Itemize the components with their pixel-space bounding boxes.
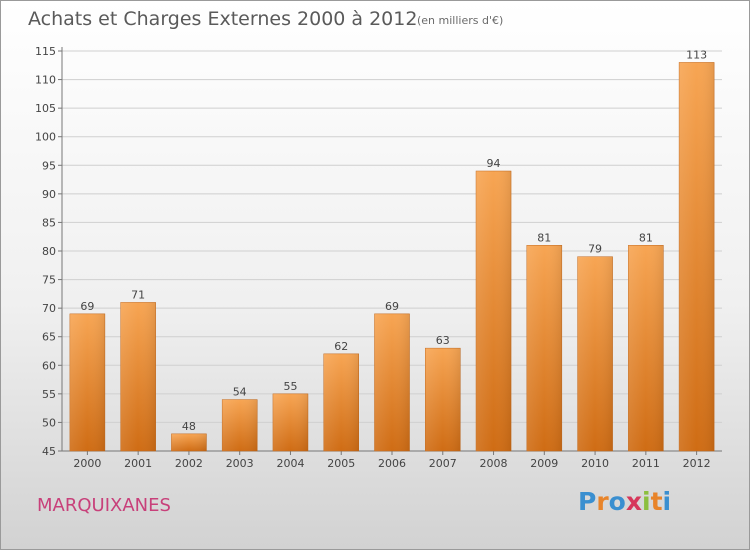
brand-letter: i xyxy=(662,487,672,516)
chart-title: Achats et Charges Externes 2000 à 2012 xyxy=(28,8,418,30)
y-tick-label: 60 xyxy=(42,359,56,372)
bar-shade xyxy=(679,62,715,452)
y-tick-label: 55 xyxy=(42,388,56,401)
x-tick-label: 2005 xyxy=(327,457,355,470)
bars xyxy=(69,62,715,452)
bar-value-label: 63 xyxy=(436,334,450,347)
bar-shade xyxy=(476,171,512,451)
bar-shade xyxy=(272,393,308,451)
bar-shade xyxy=(69,313,105,451)
bar-shade xyxy=(222,399,258,451)
bar-value-label: 62 xyxy=(334,340,348,353)
brand-letter: o xyxy=(608,487,626,516)
brand-letter: x xyxy=(625,487,642,516)
y-tick-label: 45 xyxy=(42,445,56,458)
y-tick-label: 90 xyxy=(42,188,56,201)
bar-value-label: 113 xyxy=(686,48,707,61)
bar-shade xyxy=(425,348,461,451)
x-tick-label: 2007 xyxy=(429,457,457,470)
bar-shade xyxy=(374,313,410,451)
brand-letter: t xyxy=(650,487,663,516)
brand-logo: Proxiti xyxy=(578,487,671,516)
y-tick-label: 100 xyxy=(35,131,56,144)
y-tick-label: 65 xyxy=(42,331,56,344)
x-tick-label: 2003 xyxy=(226,457,254,470)
x-tick-label: 2000 xyxy=(73,457,101,470)
bar-value-label: 69 xyxy=(385,300,399,313)
bar-shade xyxy=(323,353,359,451)
y-tick-label: 105 xyxy=(35,102,56,115)
bar-shade xyxy=(628,245,664,451)
x-tick-label: 2011 xyxy=(632,457,660,470)
bar-value-label: 48 xyxy=(182,420,196,433)
x-tick-label: 2004 xyxy=(276,457,304,470)
bar-value-label: 81 xyxy=(639,231,653,244)
bar-value-label: 54 xyxy=(233,386,247,399)
x-tick-label: 2010 xyxy=(581,457,609,470)
chart-unit: (en milliers d'€) xyxy=(417,14,504,27)
x-tick-label: 2009 xyxy=(530,457,558,470)
bar-shade xyxy=(171,433,207,451)
bar-value-label: 81 xyxy=(537,231,551,244)
y-tick-label: 115 xyxy=(35,45,56,58)
bar-value-label: 71 xyxy=(131,288,145,301)
bar-value-label: 69 xyxy=(80,300,94,313)
bar-value-label: 79 xyxy=(588,243,602,256)
x-tick-label: 2008 xyxy=(480,457,508,470)
bar-value-label: 94 xyxy=(487,157,501,170)
labels: 45 50 55 60 65 70 75 80 85 90 95 100 105 110 115 69 2000… xyxy=(35,45,711,470)
x-tick-label: 2012 xyxy=(683,457,711,470)
y-tick-label: 75 xyxy=(42,274,56,287)
brand-letter: P xyxy=(578,487,597,516)
y-tick-label: 70 xyxy=(42,302,56,315)
location-name: MARQUIXANES xyxy=(37,495,171,516)
y-tick-label: 85 xyxy=(42,216,56,229)
y-tick-label: 110 xyxy=(35,74,56,87)
x-tick-label: 2006 xyxy=(378,457,406,470)
brand-letter: r xyxy=(596,487,609,516)
x-tick-label: 2002 xyxy=(175,457,203,470)
y-tick-label: 50 xyxy=(42,416,56,429)
y-tick-label: 95 xyxy=(42,159,56,172)
brand-letter: i xyxy=(642,487,651,516)
bar-shade xyxy=(120,302,156,451)
bar-shade xyxy=(577,256,613,451)
bar-shade xyxy=(526,245,562,451)
y-tick-label: 80 xyxy=(42,245,56,258)
bar-value-label: 55 xyxy=(283,380,297,393)
x-tick-label: 2001 xyxy=(124,457,152,470)
